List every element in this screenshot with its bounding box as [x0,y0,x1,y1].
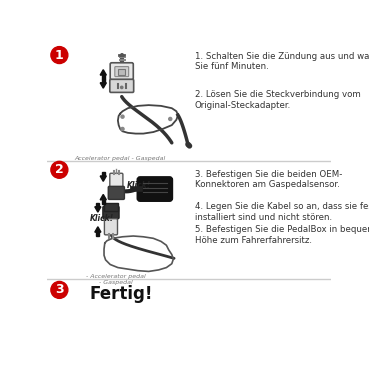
Text: Fertig!: Fertig! [89,284,153,303]
Text: 2: 2 [55,163,64,176]
FancyBboxPatch shape [118,69,125,75]
FancyBboxPatch shape [104,219,117,235]
Text: 1: 1 [55,49,64,62]
Circle shape [51,282,68,299]
Text: Accelerator pedal - Gaspedal: Accelerator pedal - Gaspedal [75,156,166,161]
Text: - Accelerator pedal
- Gaspedal: - Accelerator pedal - Gaspedal [86,274,146,284]
Text: 1. Schalten Sie die Zündung aus und warten
Sie fünf Minuten.: 1. Schalten Sie die Zündung aus und wart… [195,52,369,71]
FancyBboxPatch shape [138,177,172,201]
Polygon shape [100,70,106,75]
Text: Klick!: Klick! [89,214,114,223]
Text: 5. Befestigen Sie die PedalBox in bequemer
Höhe zum Fahrerfahrersitz.: 5. Befestigen Sie die PedalBox in bequem… [195,225,369,245]
Circle shape [121,86,123,89]
Text: 3. Befestigen Sie die beiden OEM-
Konnektoren am Gaspedalsensor.: 3. Befestigen Sie die beiden OEM- Konnek… [195,170,342,189]
FancyBboxPatch shape [110,173,123,191]
FancyBboxPatch shape [115,67,129,77]
Circle shape [121,127,124,131]
Polygon shape [100,194,106,200]
Circle shape [51,46,68,63]
Polygon shape [102,79,105,83]
Text: 3: 3 [55,283,64,296]
Polygon shape [100,83,106,88]
Polygon shape [100,176,106,181]
FancyBboxPatch shape [110,79,134,92]
FancyBboxPatch shape [108,186,124,199]
Text: 2. Lösen Sie die Steckverbindung vom
Original-Steckadapter.: 2. Lösen Sie die Steckverbindung vom Ori… [195,90,361,110]
Circle shape [121,115,124,118]
Polygon shape [95,207,101,212]
Polygon shape [96,203,99,207]
Polygon shape [102,75,105,79]
FancyBboxPatch shape [110,63,133,80]
Polygon shape [96,232,99,236]
Polygon shape [102,172,105,176]
FancyBboxPatch shape [103,206,119,219]
FancyBboxPatch shape [104,203,117,211]
Polygon shape [95,227,101,232]
Polygon shape [102,200,105,204]
Circle shape [51,161,68,178]
Text: Klick!: Klick! [126,182,151,190]
Circle shape [169,117,172,121]
Text: 4. Legen Sie die Kabel so an, dass sie fest
installiert sind und nicht stören.: 4. Legen Sie die Kabel so an, dass sie f… [195,202,369,221]
